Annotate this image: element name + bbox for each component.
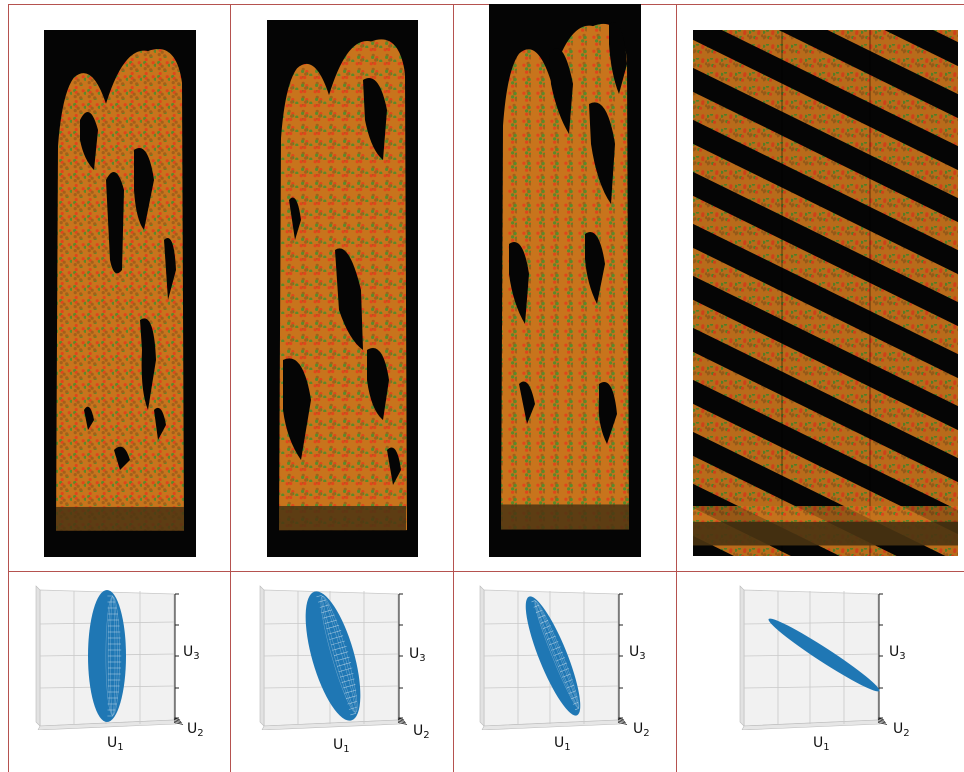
ellipsoid-3d-icon [305, 591, 361, 721]
z-axis-label-d: U2 [893, 721, 910, 739]
y-axis-label-d: U3 [889, 644, 906, 662]
z-axis-label-a: U2 [187, 721, 204, 739]
x-axis-label-b: U1 [333, 737, 350, 755]
grid-line-3 [676, 4, 677, 772]
grid-line-top [8, 4, 964, 5]
ellipsoid-3d-icon [525, 596, 581, 716]
y-axis-label-b: U3 [409, 646, 426, 664]
ellipsoid-plot-c [478, 580, 628, 734]
simulation-snapshot-b [267, 20, 418, 557]
grid-line-left [8, 4, 9, 772]
grid-line-2 [453, 4, 454, 772]
y-axis-label-a: U3 [183, 644, 200, 662]
z-axis-label-c: U2 [633, 721, 650, 739]
ellipsoid-plot-b [258, 580, 408, 734]
simulation-snapshot-a [44, 30, 196, 557]
grid-line-1 [230, 4, 231, 772]
ellipsoid-3d-icon [768, 618, 880, 692]
x-axis-label-d: U1 [813, 735, 830, 753]
figure-grid [8, 4, 964, 772]
simulation-snapshot-d [693, 30, 958, 556]
ellipsoid-plot-d [738, 580, 888, 734]
y-axis-label-c: U3 [629, 644, 646, 662]
simulation-snapshot-c [489, 4, 641, 557]
ellipsoid-plot-a [34, 580, 184, 734]
grid-line-middle [8, 571, 964, 572]
x-axis-label-c: U1 [554, 735, 571, 753]
x-axis-label-a: U1 [107, 735, 124, 753]
ellipsoid-3d-icon [88, 590, 126, 722]
z-axis-label-b: U2 [413, 723, 430, 741]
